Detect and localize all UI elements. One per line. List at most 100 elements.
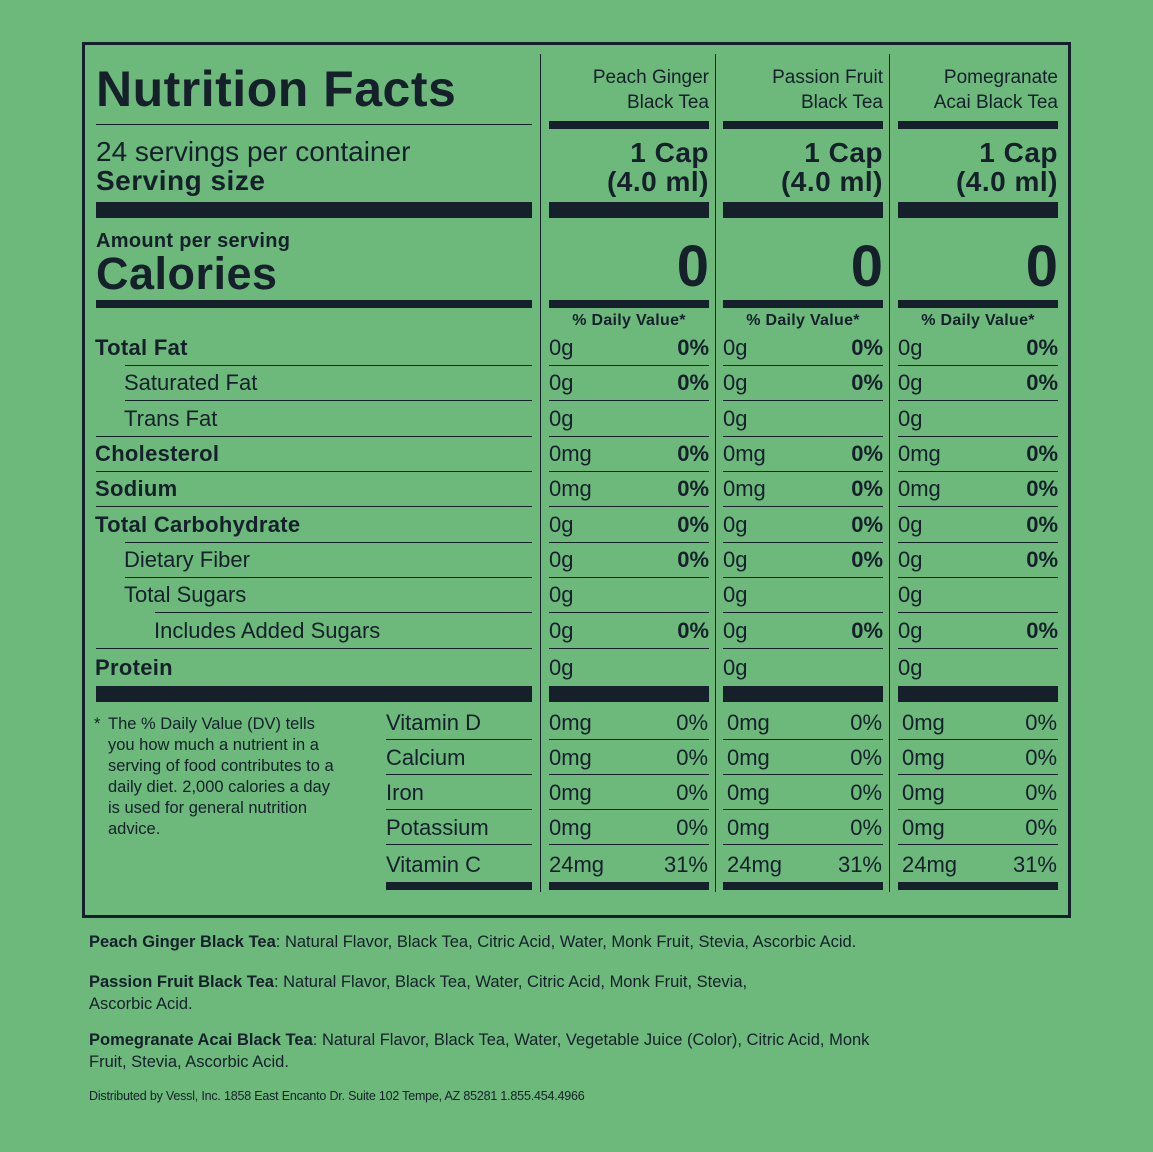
vitamin-name: Potassium bbox=[386, 814, 489, 840]
nutrient-daily-value bbox=[549, 650, 709, 685]
row-divider bbox=[549, 648, 709, 649]
row-divider bbox=[723, 739, 883, 740]
bottom-rule bbox=[386, 882, 532, 890]
nutrient-daily-value bbox=[723, 401, 883, 436]
header-rule bbox=[723, 121, 883, 129]
row-divider bbox=[723, 774, 883, 775]
vitamin-amount: 24mg bbox=[549, 851, 605, 877]
calories-value: 0 bbox=[676, 234, 709, 299]
nutrient-amount: 0g bbox=[549, 617, 574, 643]
calories-rule bbox=[549, 300, 709, 308]
nutrient-amount: 0g bbox=[723, 334, 748, 360]
nutrient-name: Saturated Fat bbox=[124, 369, 258, 395]
daily-value-footnote: * The % Daily Value (DV) tells you how m… bbox=[94, 714, 344, 840]
calories-value: 0 bbox=[850, 234, 883, 299]
serving-size-value-line1: 1 Cap bbox=[979, 137, 1058, 168]
title-divider bbox=[96, 124, 532, 125]
footnote-star: * bbox=[94, 715, 101, 733]
row-divider bbox=[723, 436, 883, 437]
row-divider bbox=[549, 471, 709, 472]
nutrient-daily-value: 0% bbox=[1026, 546, 1058, 572]
serving-size-value-line2: (4.0 ml) bbox=[606, 166, 709, 197]
product-name-line1: Pomegranate bbox=[943, 67, 1058, 88]
nutrient-amount: 0g bbox=[898, 654, 923, 680]
calories-label: Calories bbox=[96, 248, 278, 299]
nutrient-name: Cholesterol bbox=[95, 440, 220, 466]
vitamin-daily-value: 31% bbox=[663, 851, 708, 877]
nutrient-amount: 0g bbox=[898, 405, 923, 431]
vitamin-name: Vitamin C bbox=[386, 851, 481, 877]
row-divider bbox=[898, 471, 1058, 472]
row-divider bbox=[125, 542, 532, 543]
nutrient-name: Total Carbohydrate bbox=[95, 511, 301, 537]
nutrient-daily-value: 0% bbox=[1026, 369, 1058, 395]
nutrient-amount: 0mg bbox=[723, 475, 766, 501]
vitamin-name: Iron bbox=[386, 779, 424, 805]
nutrient-daily-value bbox=[723, 650, 883, 685]
row-divider bbox=[125, 577, 532, 578]
vitamin-amount: 24mg bbox=[727, 851, 783, 877]
row-divider bbox=[898, 400, 1058, 401]
vitamin-amount: 0mg bbox=[549, 709, 592, 735]
row-divider bbox=[549, 844, 709, 845]
row-divider bbox=[898, 844, 1058, 845]
nutrient-daily-value: 0% bbox=[851, 617, 883, 643]
nutrient-amount: 0g bbox=[549, 405, 574, 431]
nutrient-daily-value: 0% bbox=[851, 475, 883, 501]
vitamin-name: Calcium bbox=[386, 744, 466, 770]
row-divider bbox=[549, 400, 709, 401]
serving-size-value-line2: (4.0 ml) bbox=[955, 166, 1058, 197]
vitamin-amount: 0mg bbox=[902, 709, 945, 735]
nutrient-daily-value: 0% bbox=[677, 546, 709, 572]
header-rule bbox=[549, 121, 709, 129]
row-divider bbox=[125, 400, 532, 401]
nutrient-amount: 0g bbox=[549, 369, 574, 395]
nutrient-name: Dietary Fiber bbox=[124, 546, 250, 572]
row-divider bbox=[549, 739, 709, 740]
row-divider bbox=[723, 577, 883, 578]
row-divider bbox=[898, 542, 1058, 543]
row-divider bbox=[898, 612, 1058, 613]
row-divider bbox=[723, 542, 883, 543]
ingredients-pomegranate-acai: Pomegranate Acai Black Tea: Natural Flav… bbox=[89, 1031, 870, 1071]
vitamin-daily-value: 0% bbox=[676, 814, 708, 840]
vitamin-amount: 0mg bbox=[727, 779, 770, 805]
serving-size-value-line1: 1 Cap bbox=[630, 137, 709, 168]
nutrient-amount: 0g bbox=[898, 334, 923, 360]
vitamins-rule bbox=[723, 686, 883, 702]
row-divider bbox=[549, 365, 709, 366]
amount-per-serving-label: Amount per serving bbox=[96, 230, 291, 252]
nutrient-amount: 0g bbox=[898, 617, 923, 643]
nutrient-daily-value: 0% bbox=[1026, 511, 1058, 537]
serving-size-rule bbox=[549, 202, 709, 218]
vitamins-rule bbox=[549, 686, 709, 702]
vitamin-amount: 0mg bbox=[727, 709, 770, 735]
vitamin-amount: 0mg bbox=[902, 744, 945, 770]
row-divider bbox=[898, 774, 1058, 775]
vitamin-amount: 0mg bbox=[727, 814, 770, 840]
vitamin-daily-value: 0% bbox=[1025, 779, 1057, 805]
nutrient-name: Total Sugars bbox=[124, 581, 247, 607]
row-divider bbox=[723, 809, 883, 810]
nutrient-daily-value bbox=[723, 577, 883, 612]
nutrient-daily-value: 0% bbox=[851, 546, 883, 572]
nutrient-amount: 0g bbox=[723, 581, 748, 607]
nutrient-amount: 0g bbox=[723, 546, 748, 572]
nutrient-daily-value: 0% bbox=[677, 369, 709, 395]
nutrient-amount: 0g bbox=[549, 581, 574, 607]
nutrient-daily-value: 0% bbox=[851, 334, 883, 360]
product-name-line2: Black Tea bbox=[800, 92, 883, 113]
nutrient-daily-value bbox=[898, 577, 1058, 612]
nutrient-amount: 0g bbox=[723, 617, 748, 643]
row-divider bbox=[549, 809, 709, 810]
nutrient-name: Sodium bbox=[95, 475, 178, 501]
row-divider bbox=[898, 506, 1058, 507]
nutrient-daily-value: 0% bbox=[677, 334, 709, 360]
daily-value-header: % Daily Value* bbox=[572, 312, 686, 329]
footnote-text: The % Daily Value (DV) tells you how muc… bbox=[108, 715, 334, 838]
calories-rule bbox=[898, 300, 1058, 308]
product-name-line1: Peach Ginger bbox=[592, 67, 709, 88]
nutrient-daily-value bbox=[898, 401, 1058, 436]
row-divider bbox=[723, 365, 883, 366]
row-divider bbox=[898, 739, 1058, 740]
